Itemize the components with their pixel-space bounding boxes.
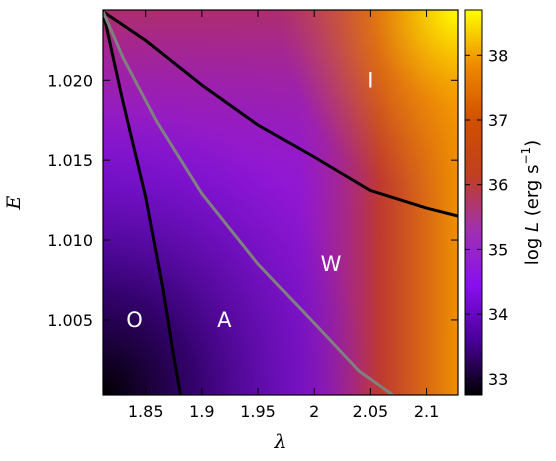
x-tick-label: 1.95 bbox=[240, 402, 276, 421]
colorbar-tick-label: 36 bbox=[488, 176, 508, 195]
colorbar-label-unit: (erg s bbox=[522, 165, 543, 222]
colorbar-ticks: 33 34 35 36 37 38 bbox=[465, 46, 508, 389]
colorbar-label-main: log bbox=[522, 232, 543, 265]
boundary-curve-3 bbox=[103, 11, 394, 395]
x-axis: 1.85 1.9 1.95 2 2.05 2.1 bbox=[128, 10, 439, 421]
colorbar-tick-label: 33 bbox=[488, 370, 508, 389]
x-tick-label: 2.05 bbox=[353, 402, 389, 421]
plot-frame bbox=[102, 9, 459, 396]
boundary-curves bbox=[103, 10, 458, 395]
colorbar-label-exp: −1 bbox=[519, 147, 533, 165]
y-tick-label: 1.005 bbox=[47, 311, 93, 330]
boundary-curve-1 bbox=[103, 11, 182, 395]
y-tick-label: 1.015 bbox=[47, 151, 93, 170]
region-label-i: I bbox=[367, 68, 373, 92]
region-label-o: O bbox=[126, 308, 143, 332]
x-tick-label: 2.1 bbox=[414, 402, 439, 421]
colorbar-tick-label: 37 bbox=[488, 111, 508, 130]
colorbar bbox=[464, 9, 483, 396]
y-tick-label: 1.020 bbox=[47, 71, 93, 90]
region-label-a: A bbox=[217, 308, 232, 332]
x-axis-label: λ bbox=[273, 431, 286, 453]
y-axis: 1.005 1.010 1.015 1.020 bbox=[47, 71, 458, 330]
colorbar-label: log L (erg s−1) bbox=[519, 140, 543, 265]
colorbar-label-close: ) bbox=[522, 140, 543, 147]
colorbar-label-var: L bbox=[522, 222, 543, 232]
x-tick-label: 2 bbox=[309, 402, 319, 421]
region-labels: I W O A bbox=[126, 68, 373, 332]
colorbar-tick-label: 34 bbox=[488, 305, 508, 324]
y-axis-label: E bbox=[3, 195, 25, 210]
y-tick-label: 1.010 bbox=[47, 231, 93, 250]
heatmap-hot-corner bbox=[103, 10, 458, 395]
boundary-curve-2 bbox=[103, 10, 458, 218]
x-tick-label: 1.85 bbox=[128, 402, 164, 421]
heatmap bbox=[103, 10, 458, 395]
x-tick-label: 1.9 bbox=[189, 402, 214, 421]
region-label-w: W bbox=[321, 252, 342, 276]
colorbar-tick-label: 35 bbox=[488, 240, 508, 259]
colorbar-tick-label: 38 bbox=[488, 46, 508, 65]
